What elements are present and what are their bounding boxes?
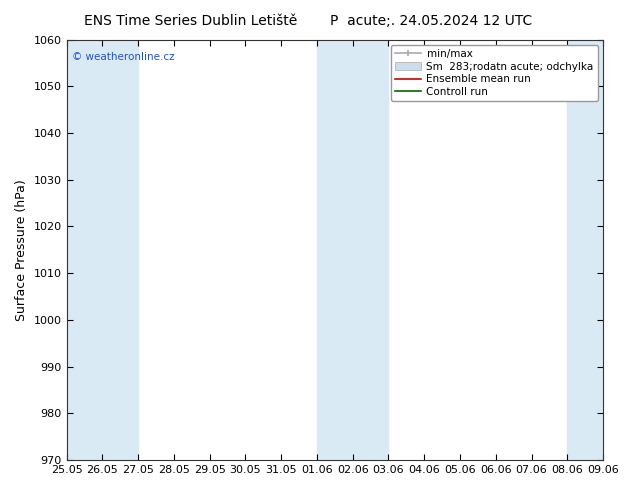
Legend: min/max, Sm  283;rodatn acute; odchylka, Ensemble mean run, Controll run: min/max, Sm 283;rodatn acute; odchylka, … — [391, 45, 598, 101]
Bar — [353, 40, 389, 460]
Bar — [317, 40, 353, 460]
Y-axis label: Surface Pressure (hPa): Surface Pressure (hPa) — [15, 179, 28, 321]
Text: P  acute;. 24.05.2024 12 UTC: P acute;. 24.05.2024 12 UTC — [330, 14, 533, 28]
Text: © weatheronline.cz: © weatheronline.cz — [72, 52, 174, 62]
Bar — [67, 40, 102, 460]
Bar — [567, 40, 603, 460]
Text: ENS Time Series Dublin Letiště: ENS Time Series Dublin Letiště — [84, 14, 297, 28]
Bar — [102, 40, 138, 460]
